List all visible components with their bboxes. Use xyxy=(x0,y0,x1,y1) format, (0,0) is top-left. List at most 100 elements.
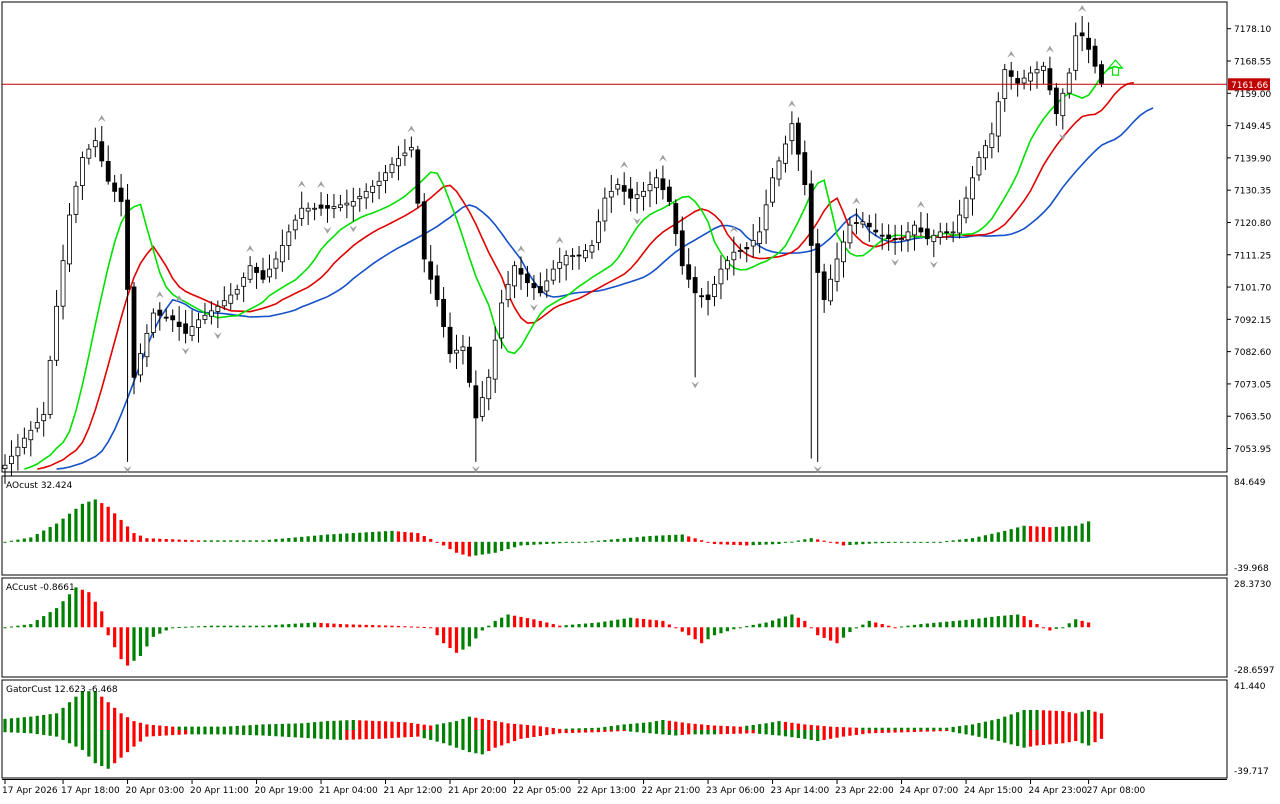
candle[interactable] xyxy=(583,243,588,262)
candle[interactable] xyxy=(944,222,950,241)
candle[interactable] xyxy=(92,127,98,158)
candle[interactable] xyxy=(267,254,272,283)
candle[interactable] xyxy=(854,208,859,235)
candle[interactable] xyxy=(815,228,821,462)
candle[interactable] xyxy=(866,214,872,242)
candle[interactable] xyxy=(525,265,530,297)
candle[interactable] xyxy=(899,225,904,252)
candle[interactable] xyxy=(337,194,343,212)
candle[interactable] xyxy=(454,334,459,370)
candle[interactable] xyxy=(254,262,259,289)
candle[interactable] xyxy=(666,179,672,207)
candle[interactable] xyxy=(234,284,240,301)
candle[interactable] xyxy=(286,224,292,261)
candle[interactable] xyxy=(1008,61,1014,90)
candle[interactable] xyxy=(905,222,911,252)
candle[interactable] xyxy=(144,324,150,367)
candle[interactable] xyxy=(589,239,595,259)
candle[interactable] xyxy=(841,230,846,278)
candle[interactable] xyxy=(1053,82,1059,126)
candle[interactable] xyxy=(615,178,621,196)
candle[interactable] xyxy=(931,229,937,258)
candle[interactable] xyxy=(112,174,118,202)
candle[interactable] xyxy=(970,165,975,216)
candle[interactable] xyxy=(208,301,214,325)
candle[interactable] xyxy=(434,264,440,307)
candle[interactable] xyxy=(54,290,59,366)
candle[interactable] xyxy=(918,212,924,236)
candle[interactable] xyxy=(725,255,730,281)
candle[interactable] xyxy=(576,246,582,270)
candle[interactable] xyxy=(105,145,111,185)
candle[interactable] xyxy=(228,283,234,310)
candle[interactable] xyxy=(486,369,492,411)
candle[interactable] xyxy=(305,202,311,225)
candle[interactable] xyxy=(473,370,479,462)
candle[interactable] xyxy=(1066,68,1072,99)
candle[interactable] xyxy=(873,213,879,237)
candle[interactable] xyxy=(731,236,737,276)
candle[interactable] xyxy=(1028,66,1033,91)
candle[interactable] xyxy=(1092,38,1098,74)
candle[interactable] xyxy=(363,183,369,210)
candle[interactable] xyxy=(492,326,498,393)
candle[interactable] xyxy=(189,310,195,342)
candle[interactable] xyxy=(621,172,627,206)
candle[interactable] xyxy=(131,281,137,395)
candle[interactable] xyxy=(460,334,466,365)
candle[interactable] xyxy=(479,381,485,422)
candle[interactable] xyxy=(441,287,447,338)
candle[interactable] xyxy=(660,165,666,200)
candle[interactable] xyxy=(344,189,350,219)
candle[interactable] xyxy=(466,336,472,388)
candle[interactable] xyxy=(608,174,614,213)
candle[interactable] xyxy=(202,302,208,325)
candle[interactable] xyxy=(596,209,601,251)
candle[interactable] xyxy=(299,191,305,226)
candle[interactable] xyxy=(376,171,382,200)
candle[interactable] xyxy=(80,151,85,200)
candle[interactable] xyxy=(783,135,788,173)
candle[interactable] xyxy=(1079,16,1085,52)
candle[interactable] xyxy=(995,92,1001,153)
candle[interactable] xyxy=(383,164,388,194)
candle[interactable] xyxy=(989,122,995,159)
candle[interactable] xyxy=(654,169,659,205)
candle[interactable] xyxy=(828,264,833,306)
candle[interactable] xyxy=(292,214,298,240)
candle[interactable] xyxy=(9,440,14,477)
candle[interactable] xyxy=(1021,69,1027,90)
candle[interactable] xyxy=(789,111,795,155)
candle[interactable] xyxy=(176,306,182,341)
candle[interactable] xyxy=(34,407,40,433)
candle[interactable] xyxy=(518,256,524,290)
candle[interactable] xyxy=(447,312,453,363)
candle[interactable] xyxy=(673,199,679,246)
candle[interactable] xyxy=(705,281,711,316)
candle[interactable] xyxy=(763,189,769,244)
candle[interactable] xyxy=(1047,56,1053,96)
candle[interactable] xyxy=(86,144,92,165)
candle[interactable] xyxy=(279,229,285,272)
candle[interactable] xyxy=(737,243,743,259)
candle[interactable] xyxy=(834,242,840,292)
candle[interactable] xyxy=(957,199,962,239)
candle[interactable] xyxy=(183,309,189,344)
price-panel[interactable]: 7161.66 xyxy=(2,5,1270,484)
candle[interactable] xyxy=(421,193,427,273)
candle[interactable] xyxy=(157,302,163,331)
candle[interactable] xyxy=(1073,22,1079,81)
candle[interactable] xyxy=(692,266,698,378)
candle[interactable] xyxy=(41,401,47,437)
candle[interactable] xyxy=(241,272,247,302)
candle[interactable] xyxy=(67,203,72,272)
candle[interactable] xyxy=(679,216,685,275)
candle[interactable] xyxy=(28,421,34,457)
candle[interactable] xyxy=(557,247,563,283)
candle[interactable] xyxy=(73,181,79,224)
candle[interactable] xyxy=(2,454,8,484)
candle[interactable] xyxy=(634,181,640,214)
candle[interactable] xyxy=(886,224,892,251)
candle[interactable] xyxy=(318,192,324,216)
candle[interactable] xyxy=(163,308,169,322)
